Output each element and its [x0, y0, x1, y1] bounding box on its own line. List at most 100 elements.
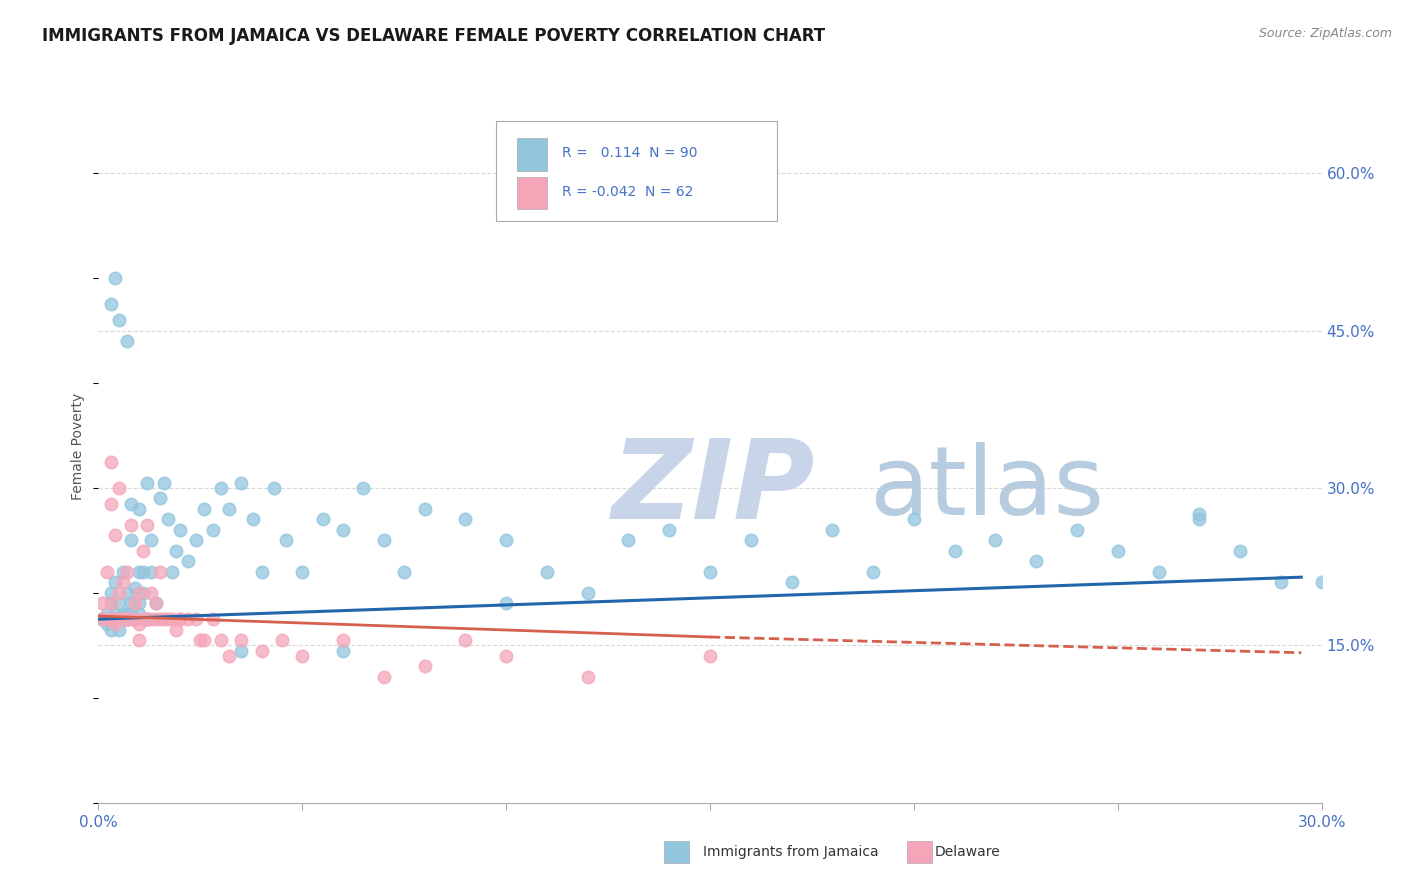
Point — [136, 475, 159, 490]
Point — [780, 575, 803, 590]
Point — [291, 565, 314, 579]
Point — [128, 633, 150, 648]
Point — [115, 565, 138, 579]
Point — [104, 612, 127, 626]
Point — [156, 512, 179, 526]
Point — [242, 512, 264, 526]
Point — [108, 586, 131, 600]
Point — [169, 612, 191, 626]
Point — [495, 533, 517, 548]
Point — [1025, 554, 1047, 568]
Point — [218, 502, 240, 516]
Point — [169, 523, 191, 537]
Y-axis label: Female Poverty: Female Poverty — [72, 392, 86, 500]
Point — [332, 633, 354, 648]
Point — [100, 623, 122, 637]
Point — [152, 475, 174, 490]
Point — [128, 565, 150, 579]
Point — [145, 596, 167, 610]
Point — [128, 607, 150, 621]
Point — [576, 586, 599, 600]
Point — [160, 612, 183, 626]
Point — [96, 565, 118, 579]
Point — [104, 612, 127, 626]
Point — [165, 544, 187, 558]
Point — [263, 481, 285, 495]
Point — [91, 612, 114, 626]
Text: atlas: atlas — [869, 442, 1104, 535]
Point — [115, 586, 138, 600]
Point — [111, 565, 134, 579]
Point — [108, 612, 131, 626]
Point — [1229, 544, 1251, 558]
Point — [141, 533, 163, 548]
Point — [186, 612, 208, 626]
Point — [136, 612, 159, 626]
Point — [100, 455, 122, 469]
Point — [495, 648, 517, 663]
Point — [111, 607, 134, 621]
Point — [108, 612, 131, 626]
Point — [454, 512, 477, 526]
Point — [177, 612, 200, 626]
Point — [1270, 575, 1292, 590]
Point — [124, 581, 146, 595]
Point — [193, 502, 215, 516]
Point — [145, 596, 167, 610]
Bar — [517, 177, 547, 209]
Point — [120, 533, 142, 548]
Point — [136, 612, 159, 626]
Point — [156, 612, 179, 626]
Point — [108, 623, 131, 637]
Point — [104, 607, 127, 621]
Point — [740, 533, 762, 548]
Point — [104, 271, 127, 285]
Point — [128, 617, 150, 632]
Text: R =   0.114  N = 90: R = 0.114 N = 90 — [562, 146, 697, 161]
Point — [231, 633, 253, 648]
Point — [160, 565, 183, 579]
Point — [115, 607, 138, 621]
Point — [145, 612, 167, 626]
Point — [132, 565, 155, 579]
Point — [862, 565, 884, 579]
Point — [1188, 507, 1211, 521]
Point — [100, 497, 122, 511]
Point — [115, 612, 138, 626]
Point — [104, 575, 127, 590]
Point — [149, 491, 172, 506]
Point — [1147, 565, 1170, 579]
Point — [108, 313, 131, 327]
Point — [1310, 575, 1333, 590]
Point — [91, 596, 114, 610]
Point — [124, 612, 146, 626]
Bar — [517, 138, 547, 170]
Point — [270, 633, 294, 648]
Point — [96, 612, 118, 626]
Point — [115, 334, 138, 348]
Point — [152, 612, 174, 626]
Point — [132, 612, 155, 626]
Point — [128, 586, 150, 600]
Point — [209, 481, 232, 495]
Point — [201, 612, 224, 626]
Point — [1066, 523, 1088, 537]
Point — [104, 617, 127, 632]
Point — [111, 575, 134, 590]
Point — [699, 565, 721, 579]
Point — [169, 612, 191, 626]
Point — [120, 607, 142, 621]
Point — [495, 596, 517, 610]
Point — [413, 659, 436, 673]
Point — [104, 528, 127, 542]
Point — [943, 544, 966, 558]
Point — [658, 523, 681, 537]
Point — [96, 607, 118, 621]
Point — [120, 596, 142, 610]
Text: Immigrants from Jamaica: Immigrants from Jamaica — [703, 845, 879, 859]
Point — [124, 612, 146, 626]
Point — [576, 670, 599, 684]
Point — [120, 497, 142, 511]
Point — [186, 533, 208, 548]
Text: Source: ZipAtlas.com: Source: ZipAtlas.com — [1258, 27, 1392, 40]
